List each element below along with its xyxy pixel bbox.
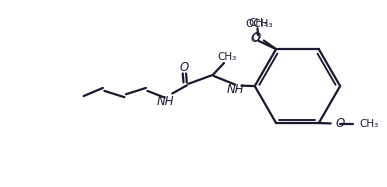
Text: NH: NH: [226, 83, 244, 96]
Text: CH₃: CH₃: [249, 18, 268, 28]
Text: CH₃: CH₃: [359, 119, 378, 129]
Text: NH: NH: [157, 95, 175, 108]
Text: OCH₃: OCH₃: [245, 19, 272, 29]
Text: O: O: [250, 32, 260, 45]
Text: CH₃: CH₃: [217, 52, 236, 62]
Text: O: O: [336, 117, 345, 130]
Text: O: O: [180, 61, 189, 74]
Text: O: O: [251, 31, 260, 45]
